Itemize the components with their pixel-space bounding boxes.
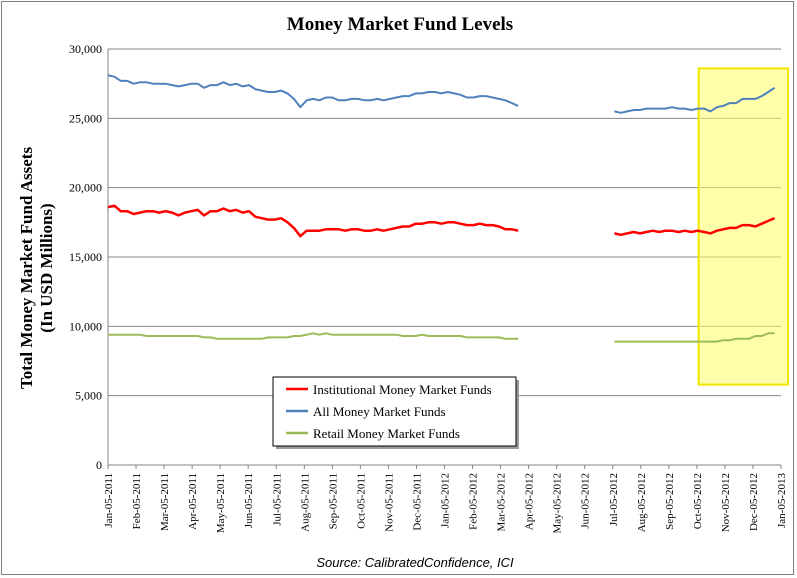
x-axis-ticks: Jan-05-2011 Feb-05-2011 Mar-05-2011 Apr-05-… [103,465,788,534]
x-tick-label-21: Oct-05-2012 [692,473,704,529]
x-tick-label-10: Nov-05-2011 [383,473,395,532]
x-tick-label-13: Feb-05-2012 [468,473,480,530]
x-tick-label-7: Aug-05-2011 [299,473,311,532]
y-tick-label-3: 15,000 [69,250,102,264]
x-tick-label-2: Mar-05-2011 [159,473,171,531]
series-lines [107,74,776,343]
x-tick-label-18: Jul-05-2012 [608,473,620,526]
x-tick-label-0: Jan-05-2011 [103,473,115,528]
x-tick-label-22: Nov-05-2012 [720,473,732,532]
legend-label-1: All Money Market Funds [313,404,446,419]
x-tick-label-15: Apr-05-2012 [524,473,536,530]
y-axis-label-line1: Total Money Market Fund Assets [17,147,36,389]
x-tick-label-5: Jun-05-2011 [243,473,255,528]
series-line-1-segment-1 [614,86,776,114]
legend-label-2: Retail Money Market Funds [313,426,460,441]
series-line-2-segment-0 [108,332,519,340]
y-tick-label-2: 10,000 [69,319,102,333]
source-note: Source: CalibratedConfidence, ICI [316,555,514,570]
y-tick-label-4: 20,000 [69,181,102,195]
x-tick-label-6: Jul-05-2011 [271,473,283,526]
legend: Institutional Money Market Funds All Mone… [272,376,519,449]
x-tick-label-24: Jan-05-2013 [776,473,788,528]
highlight-region [697,67,790,386]
x-tick-label-4: May-05-2011 [215,473,227,533]
x-tick-label-20: Sep-05-2012 [664,473,676,530]
x-tick-label-17: Jun-05-2012 [580,473,592,529]
x-tick-label-16: May-05-2012 [552,473,564,534]
y-tick-label-0: 0 [96,458,102,472]
legend-label-0: Institutional Money Market Funds [313,382,492,397]
x-tick-label-3: Apr-05-2011 [187,473,199,530]
x-tick-label-8: Sep-05-2011 [327,473,339,529]
series-line-0-segment-0 [107,204,519,238]
series-line-2-segment-1 [614,332,775,343]
x-tick-label-19: Aug-05-2012 [636,473,648,532]
x-tick-label-23: Dec-05-2012 [748,473,760,531]
x-tick-label-14: Mar-05-2012 [496,473,508,531]
y-axis-ticks: 0 5,000 10,000 15,000 20,000 25,000 30,000 [69,42,102,472]
series-line-0-segment-1 [614,217,776,237]
x-tick-label-12: Jan-05-2012 [440,473,452,528]
y-tick-label-6: 30,000 [69,42,102,56]
highlight-box [697,67,790,386]
y-tick-label-1: 5,000 [75,389,102,403]
x-tick-label-9: Oct-05-2011 [355,473,367,529]
series-line-1-segment-0 [107,74,519,109]
chart-title: Money Market Fund Levels [287,14,513,35]
y-axis-label-line2: (In USD Millions) [37,203,56,332]
y-axis-label: Total Money Market Fund Assets (In USD M… [17,147,56,389]
y-tick-label-5: 25,000 [69,111,102,125]
legend-box [272,376,517,447]
x-tick-label-11: Dec-05-2011 [411,473,423,531]
x-tick-label-1: Feb-05-2011 [131,473,143,529]
